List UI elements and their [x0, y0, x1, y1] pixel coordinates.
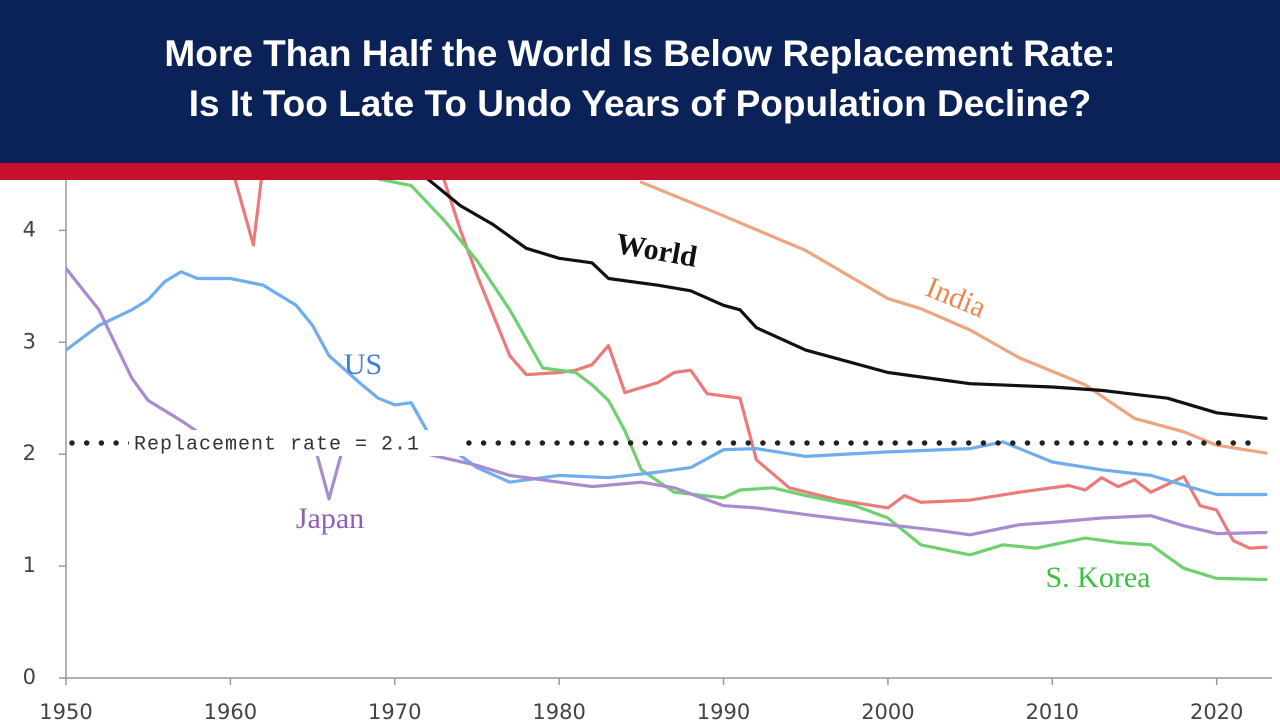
reference-label-background: [129, 429, 465, 456]
banner-background: [0, 0, 1280, 164]
plot-area: [66, 176, 1268, 582]
series-line: [376, 177, 1268, 582]
series-label: S. Korea: [1046, 561, 1151, 594]
y-tick-label: 4: [23, 217, 36, 241]
x-tick-label: 1990: [697, 700, 750, 720]
x-tick-label: 2020: [1190, 700, 1243, 720]
series-line: [426, 177, 1268, 420]
reference-label: Replacement rate = 2.1: [134, 433, 420, 456]
x-tick-label: 1960: [204, 700, 257, 720]
y-tick-label: 2: [23, 441, 36, 465]
title-line: More Than Half the World Is Below Replac…: [164, 33, 1115, 74]
x-tick-label: 2010: [1026, 700, 1079, 720]
y-tick-label: 1: [23, 553, 36, 577]
y-tick-label: 3: [23, 329, 36, 353]
series-label: US: [344, 348, 382, 381]
title-banner: More Than Half the World Is Below Replac…: [0, 0, 1280, 180]
x-tick-label: 1980: [532, 700, 585, 720]
x-tick-label: 1950: [39, 700, 92, 720]
y-tick-label: 0: [23, 665, 36, 689]
series-line: [66, 270, 1268, 497]
series-label: World: [613, 227, 699, 274]
series-label: Japan: [296, 502, 364, 535]
x-tick-label: 1970: [368, 700, 421, 720]
title-line: Is It Too Late To Undo Years of Populati…: [189, 83, 1091, 124]
series-label: India: [921, 271, 991, 325]
axes: 0 1 2 3 4 1950 1960 1970 1980 1990 2000 2010 2020: [23, 180, 1272, 720]
banner-stripe: [0, 163, 1280, 180]
series-line: [639, 180, 1268, 455]
x-tick-label: 2000: [861, 700, 914, 720]
series-line: [66, 266, 1268, 537]
